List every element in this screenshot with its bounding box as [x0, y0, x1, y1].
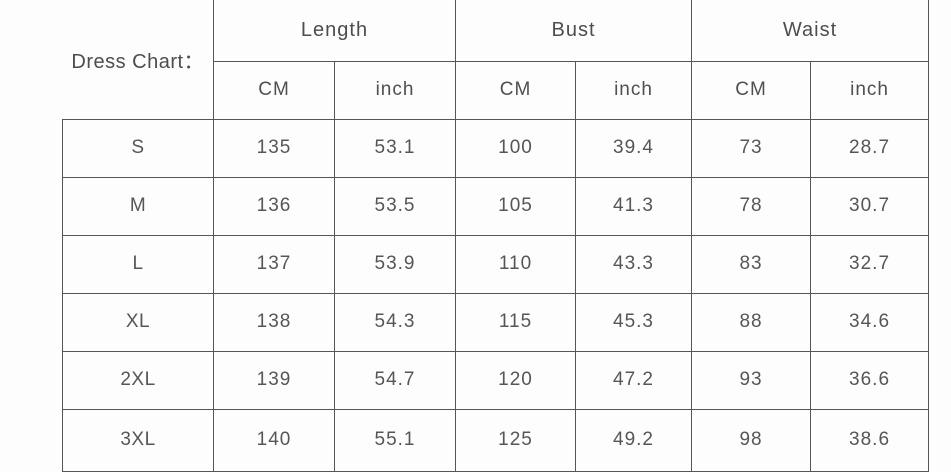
table-row-3xl: 3XL 140 55.1 125 49.2 98 38.6: [62, 408, 930, 472]
table-row-l: L 137 53.9 110 43.3 83 32.7: [62, 234, 930, 294]
table-cell: 88: [691, 292, 812, 352]
size-label: 2XL: [62, 350, 214, 410]
table-cell: 139: [213, 350, 335, 410]
table-cell: 55.1: [333, 408, 457, 472]
table-cell: 98: [691, 408, 812, 472]
table-cell: 45.3: [575, 292, 693, 352]
table-row-xl: XL 138 54.3 115 45.3 88 34.6: [62, 292, 930, 352]
dress-chart-title: Dress Chart：: [62, 0, 214, 120]
column-group-waist: Waist: [691, 0, 930, 62]
table-cell: 137: [213, 234, 335, 294]
table-cell: 54.7: [333, 350, 457, 410]
size-chart-table: Dress Chart： Length Bust Waist CM inch C…: [62, 0, 930, 472]
unit-header-length-cm: CM: [213, 60, 335, 120]
table-cell: 38.6: [810, 408, 930, 472]
table-cell: 125: [455, 408, 577, 472]
table-cell: 36.6: [810, 350, 930, 410]
table-cell: 30.7: [810, 176, 930, 236]
table-cell: 28.7: [810, 118, 930, 178]
table-cell: 43.3: [575, 234, 693, 294]
table-cell: 34.6: [810, 292, 930, 352]
unit-header-row: CM inch CM inch CM inch: [63, 60, 930, 120]
table-cell: 140: [213, 408, 335, 472]
table-cell: 120: [455, 350, 577, 410]
table-cell: 53.5: [333, 176, 457, 236]
table-cell: 53.1: [333, 118, 457, 178]
size-chart: Dress Chart： Length Bust Waist CM inch C…: [62, 0, 930, 472]
unit-header-length-inch: inch: [333, 60, 457, 120]
table-cell: 54.3: [333, 292, 457, 352]
table-cell: 47.2: [575, 350, 693, 410]
size-label: 3XL: [62, 408, 214, 472]
unit-header-waist-inch: inch: [810, 60, 930, 120]
size-label: M: [62, 176, 214, 236]
table-cell: 115: [455, 292, 577, 352]
size-label: XL: [62, 292, 214, 352]
table-cell: 32.7: [810, 234, 930, 294]
table-cell: 41.3: [575, 176, 693, 236]
table-cell: 93: [691, 350, 812, 410]
table-cell: 105: [455, 176, 577, 236]
group-header-row: Dress Chart： Length Bust Waist: [62, 0, 930, 120]
table-row-m: M 136 53.5 105 41.3 78 30.7: [62, 176, 930, 236]
size-label: S: [62, 118, 214, 178]
unit-header-waist-cm: CM: [691, 60, 812, 120]
table-row-s: S 135 53.1 100 39.4 73 28.7: [62, 118, 930, 178]
unit-header-bust-cm: CM: [455, 60, 577, 120]
table-cell: 136: [213, 176, 335, 236]
table-cell: 138: [213, 292, 335, 352]
table-cell: 73: [691, 118, 812, 178]
table-cell: 49.2: [575, 408, 693, 472]
table-cell: 135: [213, 118, 335, 178]
table-cell: 83: [691, 234, 812, 294]
unit-header-bust-inch: inch: [575, 60, 693, 120]
table-cell: 78: [691, 176, 812, 236]
column-group-length: Length: [212, 0, 457, 62]
table-cell: 110: [455, 234, 577, 294]
table-cell: 53.9: [333, 234, 457, 294]
table-cell: 100: [455, 118, 577, 178]
table-cell: 39.4: [575, 118, 693, 178]
size-label: L: [62, 234, 214, 294]
column-group-bust: Bust: [455, 0, 693, 62]
table-row-2xl: 2XL 139 54.7 120 47.2 93 36.6: [62, 350, 930, 410]
